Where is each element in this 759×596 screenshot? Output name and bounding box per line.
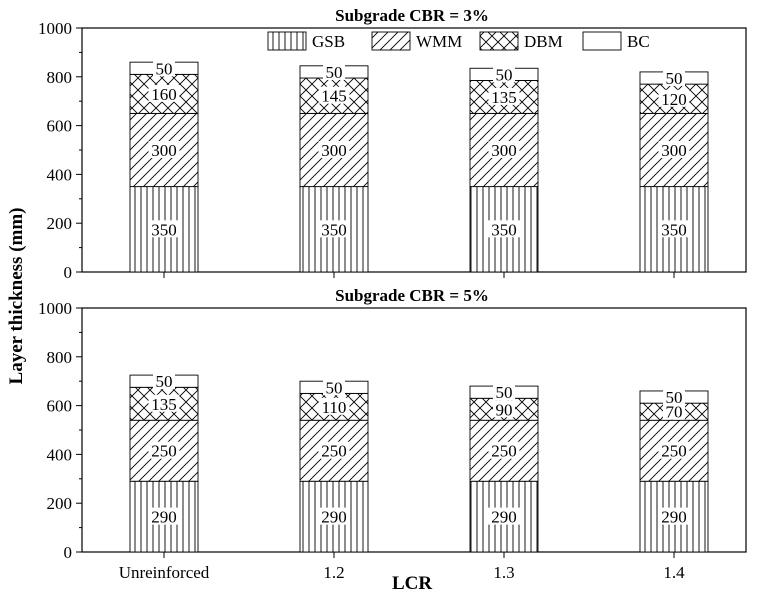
- bar-value-label: 50: [326, 378, 343, 397]
- bar-label-backing: [318, 441, 350, 459]
- bar-label-backing: [658, 89, 690, 107]
- y-tick-label: 200: [47, 214, 73, 233]
- bar-value-label: 290: [321, 508, 347, 527]
- bar-label-backing: [488, 441, 520, 459]
- y-tick-label: 600: [47, 397, 73, 416]
- y-tick-label: 600: [47, 117, 73, 136]
- bar-label-backing: [663, 402, 685, 420]
- bar-value-label: 290: [151, 508, 177, 527]
- legend-label-dbm: DBM: [524, 32, 563, 51]
- y-tick-label: 800: [47, 68, 73, 87]
- bar-label-backing: [153, 372, 175, 390]
- bar-value-label: 50: [156, 59, 173, 78]
- x-axis-title: LCR: [392, 573, 432, 594]
- panel-title: Subgrade CBR = 3%: [335, 6, 489, 25]
- legend-swatch-bc: [582, 31, 622, 51]
- bar-label-backing: [323, 378, 345, 396]
- bar-value-label: 160: [151, 85, 177, 104]
- bar-label-backing: [323, 62, 345, 80]
- bar-value-label: 250: [491, 442, 517, 461]
- bar-value-label: 350: [491, 220, 517, 239]
- bar-label-backing: [318, 397, 350, 415]
- bar-value-label: 290: [491, 508, 517, 527]
- bar-value-label: 50: [156, 372, 173, 391]
- bar-value-label: 135: [151, 395, 177, 414]
- bar-label-backing: [148, 507, 180, 525]
- bar-value-label: 250: [151, 442, 177, 461]
- bar-label-backing: [318, 141, 350, 158]
- y-tick-label: 800: [47, 348, 73, 367]
- y-axis-title: Layer thickness (mm): [6, 208, 27, 385]
- panel-1: Subgrade CBR = 3% 0 200 400 600 800 1000 350 300…: [38, 6, 747, 282]
- bar-label-backing: [658, 141, 690, 158]
- y-tick-label: 0: [64, 543, 73, 562]
- legend-label-wmm: WMM: [416, 32, 462, 51]
- bar-value-label: 350: [321, 220, 347, 239]
- bar-label-backing: [148, 220, 180, 238]
- bar-value-label: 50: [666, 69, 683, 88]
- bar-label-backing: [658, 507, 690, 525]
- bar-label-backing: [493, 400, 515, 418]
- bar-value-label: 70: [666, 403, 683, 422]
- panels-layer: Subgrade CBR = 3% 0 200 400 600 800 1000 350 300…: [38, 6, 747, 582]
- bar-value-label: 350: [151, 220, 177, 239]
- x-tick-label: 1.3: [493, 563, 514, 582]
- legend: GSB WMM DBM BC: [267, 31, 650, 51]
- y-tick-label: 1000: [38, 19, 72, 38]
- y-tick-label: 200: [47, 494, 73, 513]
- bar-value-label: 50: [496, 383, 513, 402]
- bar-value-label: 290: [661, 508, 687, 527]
- bar-value-label: 50: [666, 388, 683, 407]
- bar-label-backing: [488, 87, 520, 105]
- bar-label-backing: [318, 220, 350, 238]
- bar-value-label: 300: [491, 141, 517, 160]
- bar-value-label: 135: [491, 88, 517, 107]
- bar-label-backing: [493, 383, 515, 401]
- y-tick-label: 400: [47, 445, 73, 464]
- legend-swatch-gsb: [267, 31, 307, 51]
- bar-label-backing: [148, 141, 180, 158]
- bar-value-label: 110: [322, 398, 347, 417]
- bar-label-backing: [318, 86, 350, 104]
- bar-value-label: 250: [321, 442, 347, 461]
- bar-label-backing: [488, 220, 520, 238]
- y-tick-label: 1000: [38, 299, 72, 318]
- bar-label-backing: [493, 65, 515, 83]
- bar-value-label: 250: [661, 442, 687, 461]
- bar-label-backing: [148, 394, 180, 412]
- bar-label-backing: [318, 507, 350, 525]
- bar-label-backing: [148, 84, 180, 102]
- bar-label-backing: [488, 141, 520, 158]
- bar-value-label: 120: [661, 90, 687, 109]
- bar-label-backing: [153, 59, 175, 77]
- bar-value-label: 145: [321, 87, 347, 106]
- bar-value-label: 50: [496, 65, 513, 84]
- y-tick-label: 400: [47, 165, 73, 184]
- bar-value-label: 350: [661, 220, 687, 239]
- bar-value-label: 300: [321, 141, 347, 160]
- legend-swatch-wmm: [371, 31, 411, 51]
- bar-value-label: 50: [326, 63, 343, 82]
- panel-title: Subgrade CBR = 5%: [335, 286, 489, 305]
- legend-label-gsb: GSB: [312, 32, 345, 51]
- x-tick-label: 1.2: [323, 563, 344, 582]
- legend-swatch-dbm: [479, 31, 519, 51]
- legend-label-bc: BC: [627, 32, 650, 51]
- bar-value-label: 300: [151, 141, 177, 160]
- bar-label-backing: [663, 388, 685, 406]
- bar-label-backing: [658, 220, 690, 238]
- bar-value-label: 90: [496, 400, 513, 419]
- bar-value-label: 300: [661, 141, 687, 160]
- bar-label-backing: [663, 69, 685, 87]
- x-tick-label: 1.4: [663, 563, 685, 582]
- bar-label-backing: [658, 441, 690, 459]
- bar-label-backing: [488, 507, 520, 525]
- panel-2: Subgrade CBR = 5% 0 200 400 600 800 1000 290 250…: [38, 286, 747, 582]
- bar-label-backing: [148, 441, 180, 459]
- y-tick-label: 0: [64, 263, 73, 282]
- x-tick-label: Unreinforced: [119, 563, 210, 582]
